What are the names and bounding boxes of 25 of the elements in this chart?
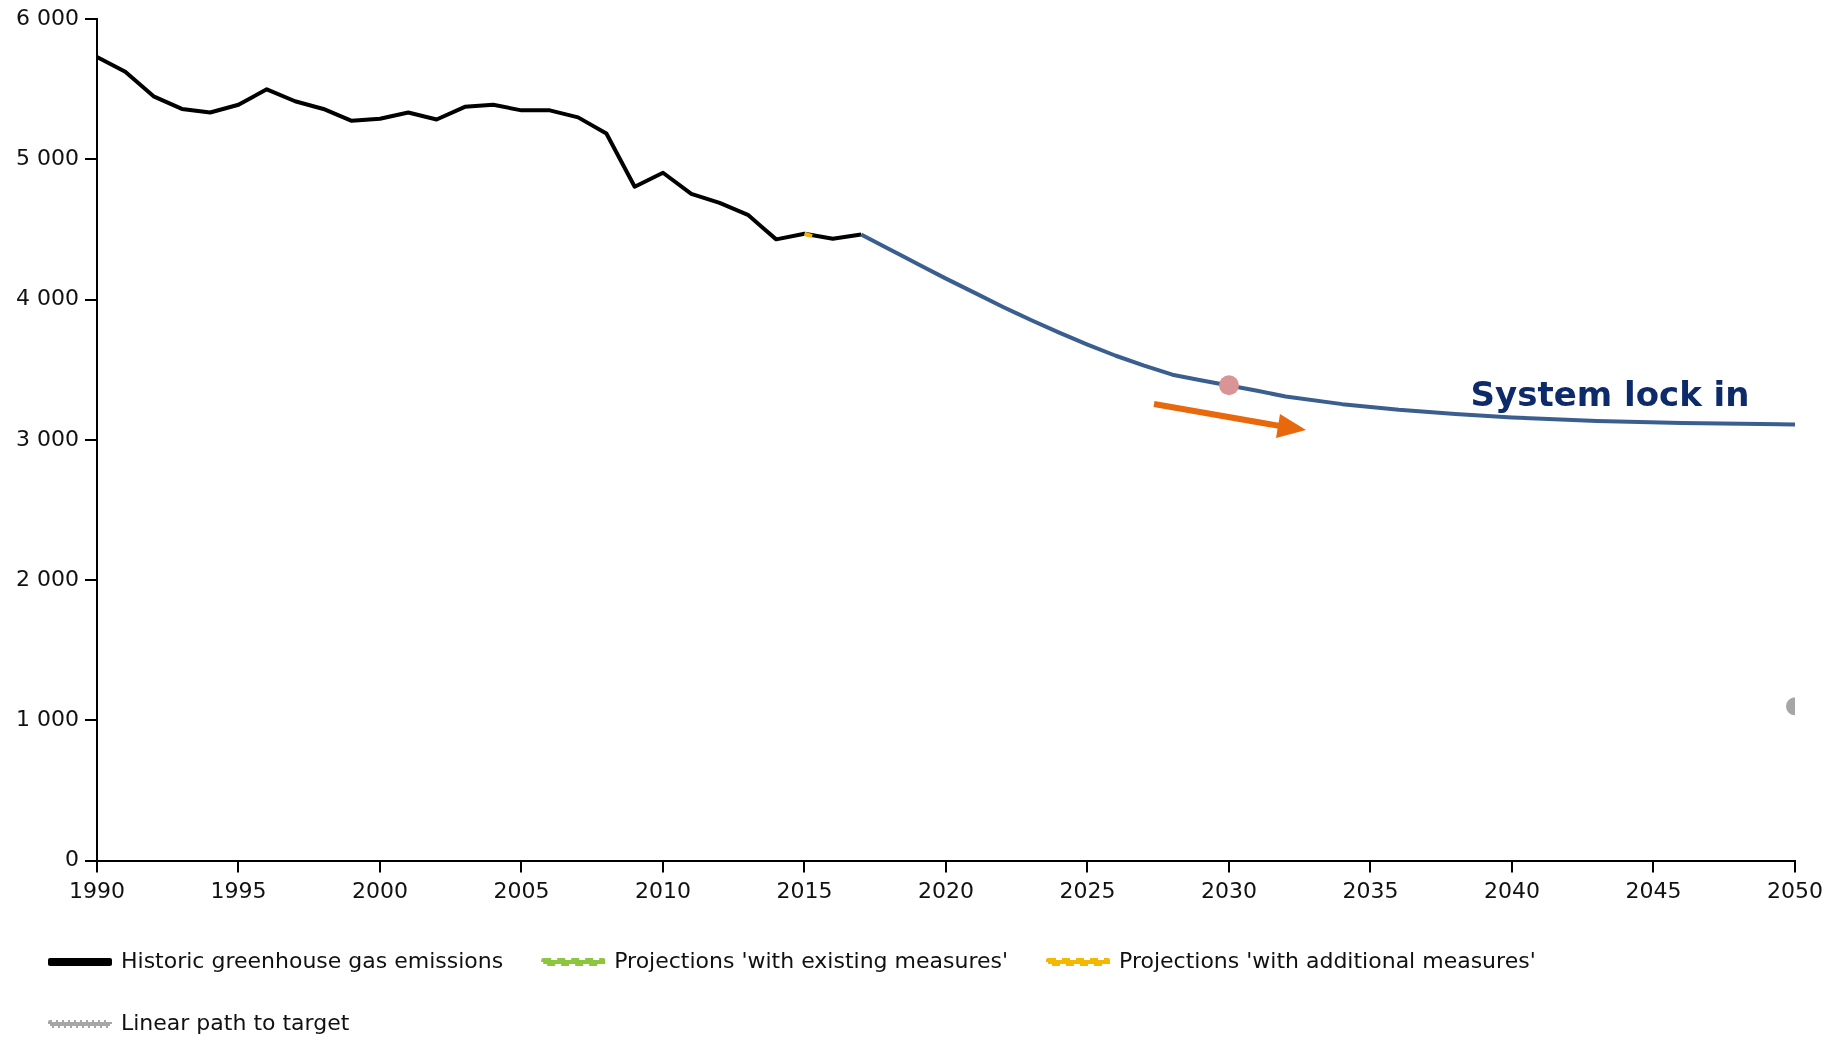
legend-label: Linear path to target (121, 1009, 350, 1035)
legend-label: Projections 'with additional measures' (1119, 947, 1536, 973)
y-tick-label: 6 000 (16, 4, 79, 30)
y-tick-label: 5 000 (16, 145, 79, 171)
legend-label: Projections 'with existing measures' (614, 947, 1009, 973)
y-tick-label: 1 000 (16, 706, 79, 732)
x-tick-label: 2025 (1059, 877, 1116, 903)
x-tick-label: 2030 (1200, 877, 1257, 903)
y-tick-label: 0 (64, 846, 79, 872)
y-tick-label: 2 000 (16, 565, 79, 591)
legend-label: Historic greenhouse gas emissions (121, 947, 504, 973)
x-tick-label: 2045 (1625, 877, 1682, 903)
y-tick-label: 3 000 (16, 425, 79, 451)
x-tick-label: 1995 (210, 877, 267, 903)
x-tick-label: 2050 (1767, 877, 1823, 903)
x-tick-label: 2020 (917, 877, 974, 903)
x-tick-label: 2000 (351, 877, 408, 903)
x-tick-label: 2035 (1342, 877, 1399, 903)
annotation: System lock in (1470, 374, 1750, 415)
x-tick-label: 2005 (493, 877, 550, 903)
x-tick-label: 2010 (634, 877, 691, 903)
x-tick-label: 2015 (776, 877, 833, 903)
y-tick-label: 4 000 (16, 285, 79, 311)
x-tick-label: 1990 (68, 877, 125, 903)
x-tick-label: 2040 (1484, 877, 1540, 903)
